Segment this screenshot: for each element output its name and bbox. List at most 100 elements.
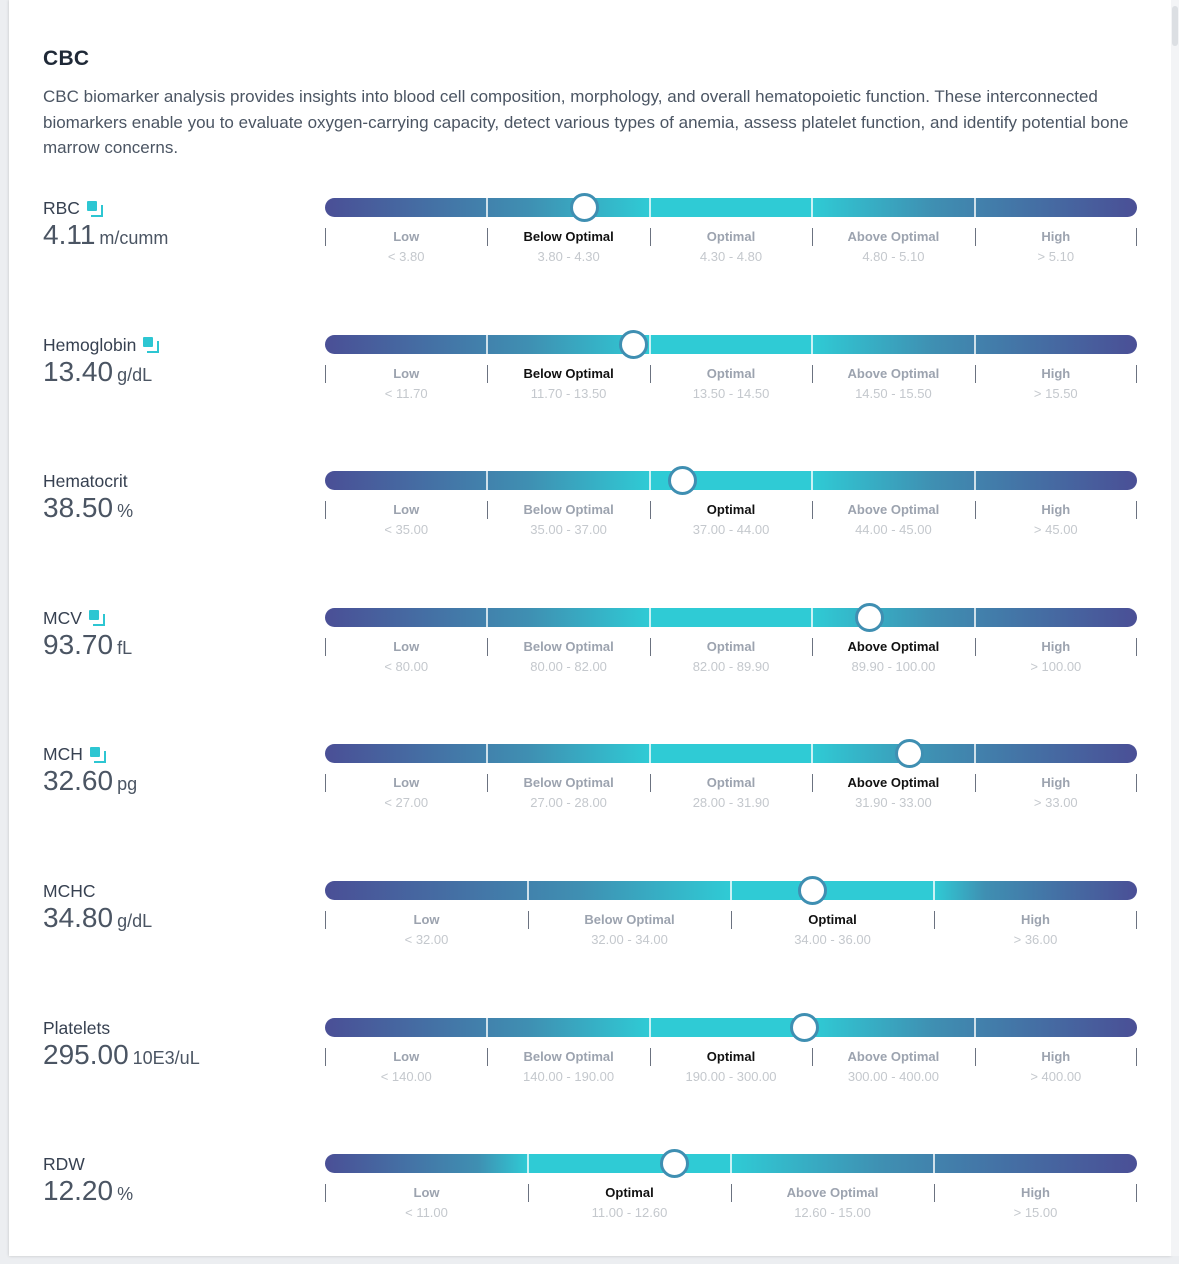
segment-tick: [649, 1047, 651, 1066]
segment-range: < 3.80: [387, 249, 425, 264]
value-marker[interactable]: [619, 329, 649, 359]
range-bar: [325, 739, 1137, 769]
value-marker[interactable]: [895, 739, 925, 769]
range-bar: [325, 329, 1137, 359]
segment-label: High: [1041, 638, 1071, 654]
segment-tick: [325, 774, 326, 793]
segment-tick: [974, 501, 976, 520]
segment-label: Optimal: [706, 1048, 756, 1064]
segment-label: Optimal: [706, 502, 756, 518]
range-bar: [325, 1012, 1137, 1042]
copy-icon[interactable]: [86, 200, 103, 217]
bar-divider: [811, 334, 814, 354]
biomarker-name: Hemoglobin: [43, 335, 160, 356]
segment-range: > 45.00: [1033, 522, 1078, 538]
copy-icon[interactable]: [143, 337, 160, 354]
value-marker[interactable]: [570, 193, 600, 222]
segment-tick: [812, 774, 814, 793]
bar-divider: [527, 1154, 529, 1174]
segment-tick: [974, 228, 976, 246]
segment-label: Below Optimal: [523, 638, 614, 654]
section-description: CBC biomarker analysis provides insights…: [43, 87, 1129, 157]
segment-range: 37.00 - 44.00: [692, 522, 770, 538]
biomarker-name-label: Platelets: [43, 1017, 111, 1038]
segment-label: Below Optimal: [523, 365, 614, 381]
segment-range: 13.50 - 14.50: [692, 385, 770, 401]
biomarker-name: Platelets: [43, 1018, 110, 1039]
segment-tick: [325, 1047, 326, 1066]
segment-tick: [812, 228, 814, 246]
biomarker-name-label: RBC: [43, 198, 80, 218]
segment-label: High: [1041, 365, 1071, 381]
segment-label: Optimal: [706, 365, 756, 381]
segment-label: High: [1041, 775, 1071, 791]
biomarker-unit: g/dL: [117, 364, 153, 385]
segment-range: < 35.00: [384, 522, 429, 538]
scrollbar-thumb[interactable]: [1172, 6, 1178, 46]
value-marker[interactable]: [854, 602, 884, 632]
biomarker-name: RDW: [43, 1154, 85, 1175]
value-marker[interactable]: [667, 466, 697, 496]
segment-label: Above Optimal: [847, 229, 940, 244]
biomarker-row: Platelets 295.00 10E3/uL Low < 140.00 Below O…: [0, 1012, 1179, 1128]
segment-range: 4.80 - 5.10: [862, 249, 925, 264]
segment-tick: [1136, 364, 1137, 383]
segment-range: 35.00 - 37.00: [530, 522, 607, 538]
range-bar: [325, 876, 1137, 905]
bar-divider: [648, 607, 651, 627]
segment-tick: [812, 501, 814, 520]
bar-divider: [648, 471, 651, 491]
segment-range: < 11.70: [384, 385, 428, 401]
bar-divider: [486, 744, 489, 764]
biomarker-name-label: MCV: [43, 607, 82, 628]
copy-icon[interactable]: [88, 610, 105, 627]
segment-range: 28.00 - 31.90: [692, 795, 770, 811]
segment-range: 89.90 - 100.00: [851, 658, 936, 674]
range-bar: [325, 466, 1137, 496]
value-marker[interactable]: [797, 876, 827, 905]
segment-label: Above Optimal: [847, 1048, 940, 1064]
segment-range: < 140.00: [380, 1068, 432, 1084]
biomarker-unit: %: [117, 501, 134, 522]
segment-tick: [649, 637, 651, 656]
segment-tick: [528, 911, 529, 929]
segment-range: 82.00 - 89.90: [692, 658, 770, 674]
bar-divider: [486, 607, 489, 627]
segment-range: 11.70 - 13.50: [530, 385, 607, 401]
section-title: CBC: [43, 47, 90, 70]
segment-tick: [487, 774, 489, 793]
segment-range: > 5.10: [1037, 249, 1075, 264]
copy-icon[interactable]: [89, 746, 106, 763]
biomarker-value-number: 38.50: [43, 492, 114, 524]
segment-range: < 11.00: [405, 1205, 448, 1221]
segment-tick: [325, 1184, 326, 1203]
segment-tick: [934, 911, 935, 929]
biomarker-value: 38.50%: [43, 492, 133, 524]
segment-tick: [1136, 637, 1137, 656]
segment-label: Above Optimal: [786, 1185, 879, 1201]
segment-tick: [1136, 1047, 1137, 1066]
segment-range: 3.80 - 4.30: [537, 249, 600, 264]
biomarker-value: 34.80 g/dL: [43, 902, 152, 934]
scrollbar-track[interactable]: [1171, 0, 1179, 1256]
bar-divider: [973, 198, 976, 217]
biomarker-value: 93.70 fL: [43, 629, 132, 661]
value-marker[interactable]: [789, 1012, 819, 1042]
biomarker-name: RBC: [43, 198, 103, 219]
range-bar: [325, 602, 1137, 632]
segment-tick: [487, 228, 489, 246]
range-bar: [325, 193, 1137, 222]
biomarker-row: MCH 32.60 pg Low < 27.00 Below Optimal 27.00 -…: [0, 739, 1179, 854]
bar-divider: [486, 334, 489, 354]
biomarker-name-label: MCHC: [43, 881, 96, 901]
segment-label: High: [1041, 229, 1071, 244]
segment-label: Below Optimal: [523, 502, 614, 518]
value-marker[interactable]: [659, 1149, 689, 1179]
segment-range: 31.90 - 33.00: [855, 795, 932, 811]
bar-divider: [648, 334, 651, 354]
segment-range: > 100.00: [1030, 658, 1082, 674]
segment-label: Optimal: [808, 912, 857, 927]
bar-divider: [730, 881, 732, 900]
segment-label: Low: [393, 365, 420, 381]
segment-tick: [325, 228, 326, 246]
